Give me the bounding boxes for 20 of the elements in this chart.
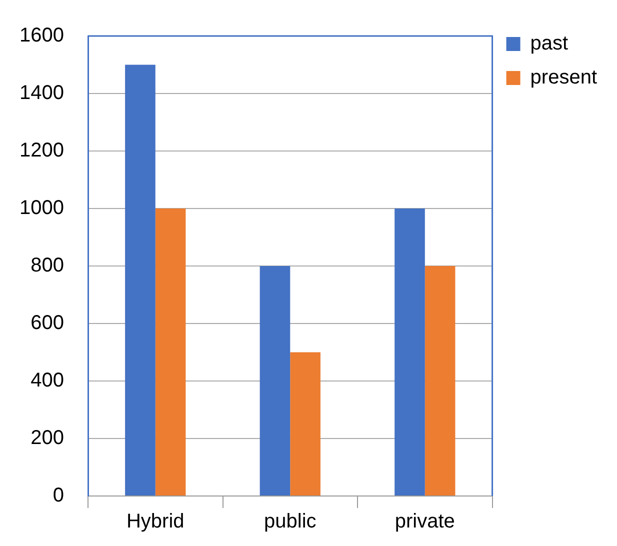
y-tick-label: 800 [30,254,64,277]
bar [394,208,425,496]
y-tick-label: 1600 [20,24,64,47]
legend-label: past [530,32,569,55]
y-tick-label: 0 [52,484,64,507]
y-tick-label: 1000 [20,197,64,220]
x-tick-label: private [394,510,455,533]
bar [424,266,456,496]
bar [260,266,290,496]
bar [125,64,156,496]
y-tick-label: 1400 [20,82,64,104]
y-tick-label: 600 [30,312,64,334]
y-tick-label: 1200 [20,140,64,162]
x-tick-label: public [264,510,316,533]
legend-label: present [530,66,598,89]
y-tick-label: 400 [30,370,64,392]
y-tick-label: 200 [30,427,64,450]
bar [290,352,320,496]
x-tick-label: Hybrid [126,510,184,533]
bar [155,208,186,496]
